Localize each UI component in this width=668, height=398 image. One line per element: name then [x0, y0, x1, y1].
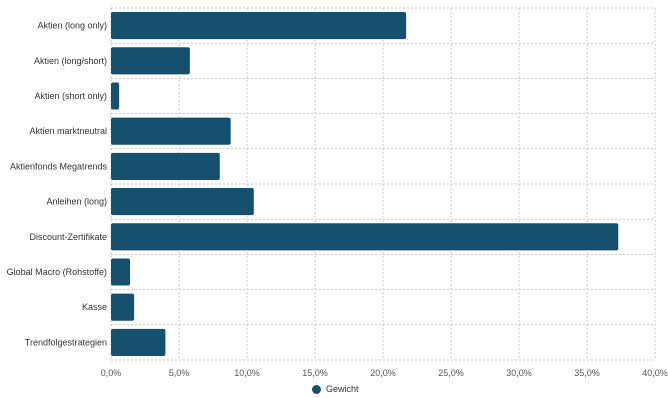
bar[interactable] — [111, 328, 166, 356]
legend-label: Gewicht — [326, 384, 359, 394]
bar[interactable] — [111, 152, 220, 180]
bar[interactable] — [111, 117, 231, 145]
x-tick-label: 0,0% — [101, 368, 122, 378]
x-tick-labels: 0,0% 5,0% 10,0% 15,0% 20,0% 25,0% 30,0% 35,0% 40… — [101, 368, 668, 378]
x-tick-label: 25,0% — [438, 368, 464, 378]
category-label: Trendfolgestrategien — [25, 337, 107, 347]
bar[interactable] — [111, 82, 120, 110]
legend-marker — [312, 384, 321, 394]
category-label: Aktien (long/short) — [34, 56, 107, 66]
category-label: Global Macro (Rohstoffe) — [7, 267, 107, 277]
bar[interactable] — [111, 188, 254, 216]
legend[interactable]: Gewicht — [312, 384, 359, 394]
category-labels: Aktien (long only) Aktien (long/short) Akt… — [7, 21, 108, 348]
x-tick-label: 5,0% — [169, 368, 190, 378]
bar[interactable] — [111, 12, 407, 40]
x-tick-label: 15,0% — [302, 368, 328, 378]
bar[interactable] — [111, 258, 131, 286]
category-label: Aktien (short only) — [34, 91, 107, 101]
category-label: Anleihen (long) — [46, 197, 107, 207]
x-tick-label: 20,0% — [370, 368, 396, 378]
x-tick-label: 35,0% — [574, 368, 600, 378]
category-label: Aktien marktneutral — [29, 126, 107, 136]
category-label: Aktien (long only) — [37, 21, 107, 31]
bar-chart: Aktien (long only) Aktien (long/short) Akt… — [7, 7, 668, 378]
x-tick-label: 10,0% — [234, 368, 260, 378]
category-label: Kasse — [82, 302, 107, 312]
x-tick-label: 40,0% — [642, 368, 668, 378]
bar[interactable] — [111, 293, 135, 321]
category-label: Discount-Zertifikate — [29, 232, 107, 242]
bar[interactable] — [111, 223, 619, 251]
category-label: Aktienfonds Megatrends — [10, 161, 108, 171]
bar[interactable] — [111, 47, 190, 75]
grid-lines — [110, 7, 656, 361]
x-tick-label: 30,0% — [506, 368, 532, 378]
bars-group — [111, 12, 619, 356]
